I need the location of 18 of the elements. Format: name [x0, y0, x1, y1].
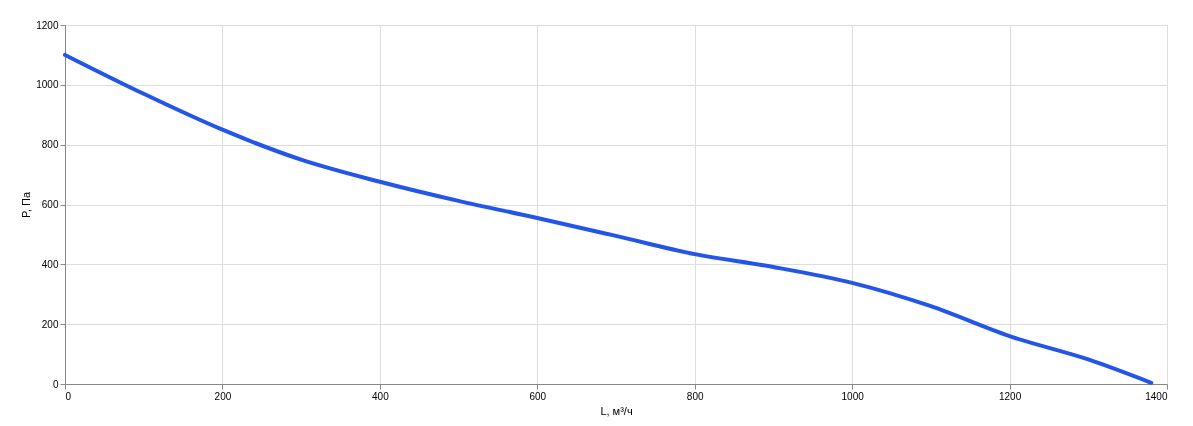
x-axis-title: L, м³/ч — [600, 404, 633, 417]
x-tick-label: 200 — [214, 390, 232, 402]
x-tick-label: 1400 — [1145, 390, 1168, 402]
x-tick-label: 0 — [65, 390, 72, 402]
y-tick-label: 400 — [41, 258, 59, 270]
y-tick-label: 600 — [41, 199, 59, 210]
line-series — [63, 52, 1154, 385]
y-tick-label: 1200 — [36, 19, 59, 31]
x-tick-label: 600 — [529, 390, 547, 402]
x-tick-label: 800 — [686, 390, 704, 402]
y-tick-label: 0 — [52, 378, 59, 390]
y-axis-title: P, Па — [20, 191, 33, 219]
y-tick-label: 1000 — [36, 79, 59, 91]
x-tick-label: 1200 — [998, 390, 1022, 402]
x-tick-label: 1000 — [841, 390, 865, 402]
x-tick-label: 400 — [372, 390, 390, 402]
y-tick-label: 200 — [41, 318, 59, 330]
y-tick-label: 800 — [41, 139, 59, 151]
